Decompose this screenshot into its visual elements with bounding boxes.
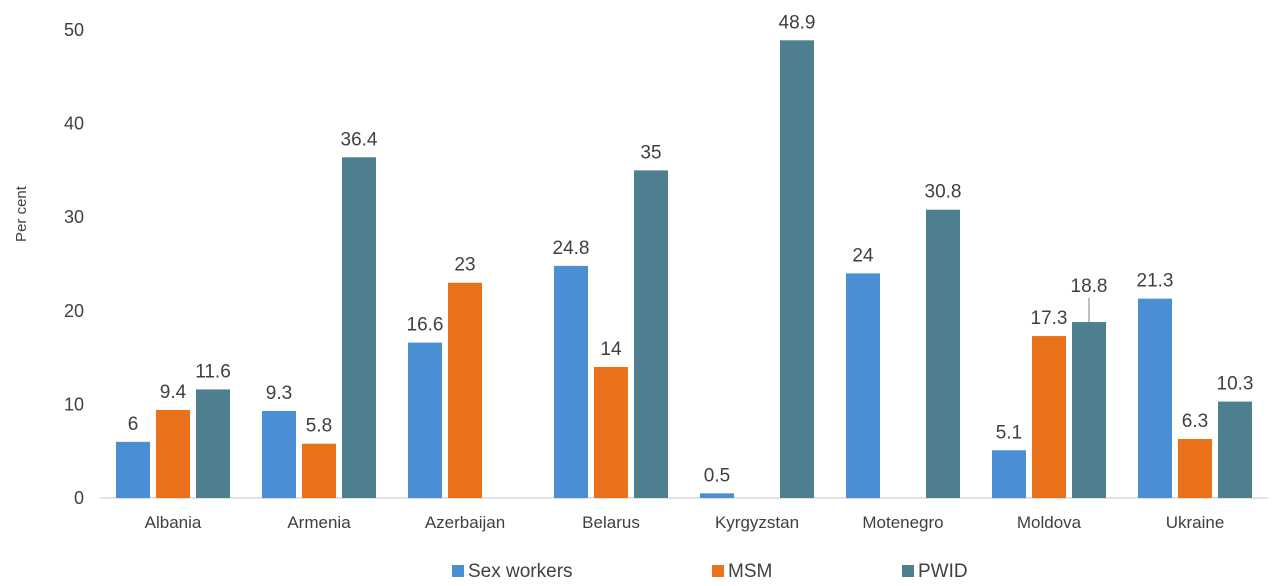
data-label: 0.5 [704,465,730,486]
data-label: 5.1 [996,422,1022,443]
data-label: 9.4 [160,382,187,403]
data-label: 18.8 [1071,276,1108,297]
data-label: 48.9 [779,12,816,33]
data-label: 24.8 [553,238,590,259]
y-tick-label: 50 [64,20,84,40]
bar [262,410,296,498]
bar [780,40,814,499]
bar [156,410,190,498]
bar [196,389,230,498]
data-label: 9.3 [266,383,292,404]
bars [116,40,1252,499]
data-labels: 6 9.4 11.6 9.3 5.8 36.4 16.6 23 24.8 14 35 0.5 48.9 2… [128,12,1254,486]
data-label: 17.3 [1031,308,1068,329]
legend-label: Sex workers [468,561,573,581]
data-label: 24 [852,245,874,266]
bar [1218,401,1252,498]
category-label: Armenia [287,513,351,532]
bar [700,493,734,498]
data-label: 6.3 [1182,411,1208,432]
bar [302,443,336,498]
bar [1072,322,1106,498]
bar [846,273,880,498]
bar [408,342,442,498]
y-axis-label: Per cent [13,185,30,242]
bar [342,157,376,498]
bar [594,366,628,498]
category-labels: Albania Armenia Azerbaijan Belarus Kyrgyzsta… [145,513,1225,532]
legend-swatch [712,565,724,577]
legend-swatch [452,565,464,577]
category-label: Azerbaijan [425,513,505,532]
data-label: 16.6 [407,315,444,336]
category-label: Belarus [582,513,640,532]
data-label: 6 [128,414,139,435]
data-label: 11.6 [195,361,231,382]
category-label: Moldova [1017,513,1082,532]
bar [116,441,150,498]
bar [554,265,588,498]
data-label: 35 [640,142,661,163]
category-label: Albania [145,513,202,532]
data-label: 5.8 [306,416,332,437]
data-label: 21.3 [1137,271,1174,292]
legend-label: MSM [728,561,772,581]
y-tick-label: 0 [74,488,84,508]
bar [992,450,1026,498]
y-tick-label: 20 [64,301,84,321]
data-label: 36.4 [341,129,378,150]
data-label: 23 [454,255,475,276]
bar [1138,298,1172,498]
legend-label: PWID [918,561,968,581]
bar [1032,336,1066,498]
y-tick-labels: 0 10 20 30 40 50 [64,20,84,508]
bar [1178,439,1212,498]
bar [448,282,482,498]
y-tick-label: 30 [64,207,84,227]
y-tick-label: 40 [64,114,84,134]
category-label: Kyrgyzstan [715,513,799,532]
data-label: 14 [600,339,622,360]
bar [634,170,668,498]
data-label: 30.8 [925,182,962,203]
y-tick-label: 10 [64,394,84,414]
bar [926,209,960,498]
data-label: 10.3 [1217,374,1254,395]
category-label: Motenegro [862,513,943,532]
legend: Sex workers MSM PWID [452,561,968,582]
category-label: Ukraine [1166,513,1225,532]
legend-swatch [902,565,914,577]
